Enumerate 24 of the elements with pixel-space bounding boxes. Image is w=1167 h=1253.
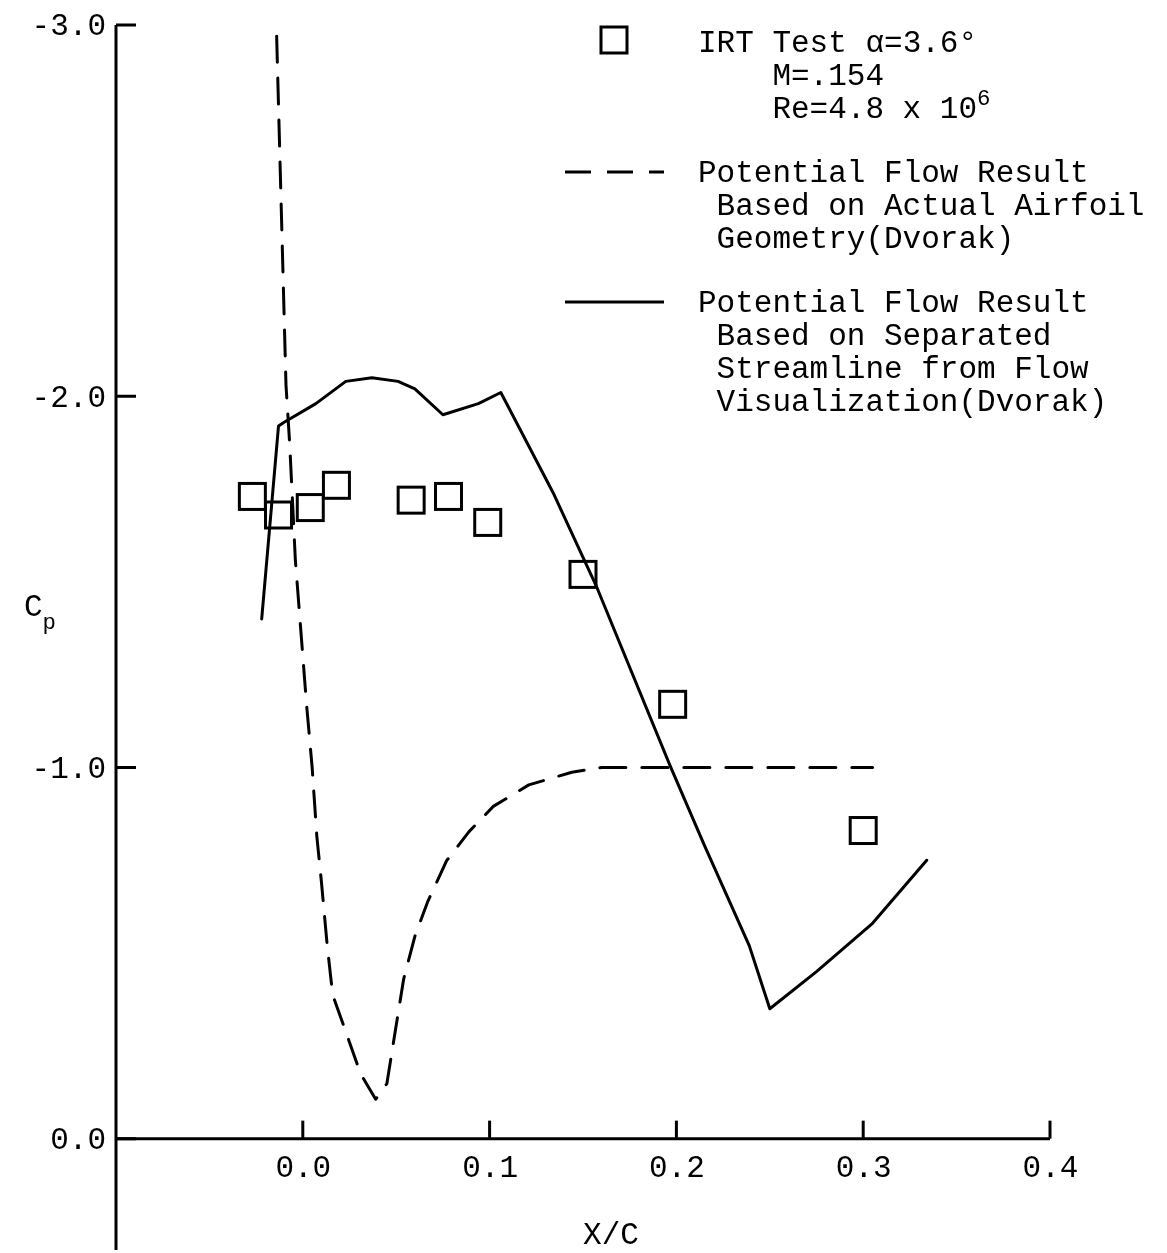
point — [434, 481, 463, 511]
y-tick-label: -2.0 — [31, 380, 106, 416]
point — [264, 500, 294, 530]
point — [237, 481, 267, 511]
x-tick-label: 0.0 — [275, 1150, 332, 1186]
x-tick-label: 0.1 — [462, 1150, 519, 1186]
legend-label: Potential Flow Result Based on Separated Streamline from Flow Visualization(Dvorak) — [698, 286, 1108, 420]
x-tick-label: 0.4 — [1022, 1150, 1079, 1186]
x-axis-title: X/C — [583, 1218, 639, 1253]
legend-label: IRT Test α=3.6° M=.154 Re=4.8 x 10$^{6}$ — [698, 26, 991, 127]
x-tick-label: 0.3 — [835, 1150, 892, 1186]
point — [848, 816, 878, 846]
legend-label: Potential Flow Result Based on Actual Airfoil Geometry(Dvorak) — [698, 156, 1145, 257]
y-tick-label: -3.0 — [31, 9, 106, 45]
y-tick-label: -1.0 — [31, 751, 106, 787]
y-axis-title: C$_{p}$ — [24, 590, 56, 636]
point — [295, 493, 325, 523]
x-tick-label: 0.2 — [648, 1150, 705, 1186]
y-tick-label: 0.0 — [50, 1123, 106, 1159]
point — [658, 689, 688, 719]
point — [396, 485, 426, 515]
point — [321, 470, 351, 500]
point — [568, 559, 598, 589]
point — [473, 507, 503, 537]
